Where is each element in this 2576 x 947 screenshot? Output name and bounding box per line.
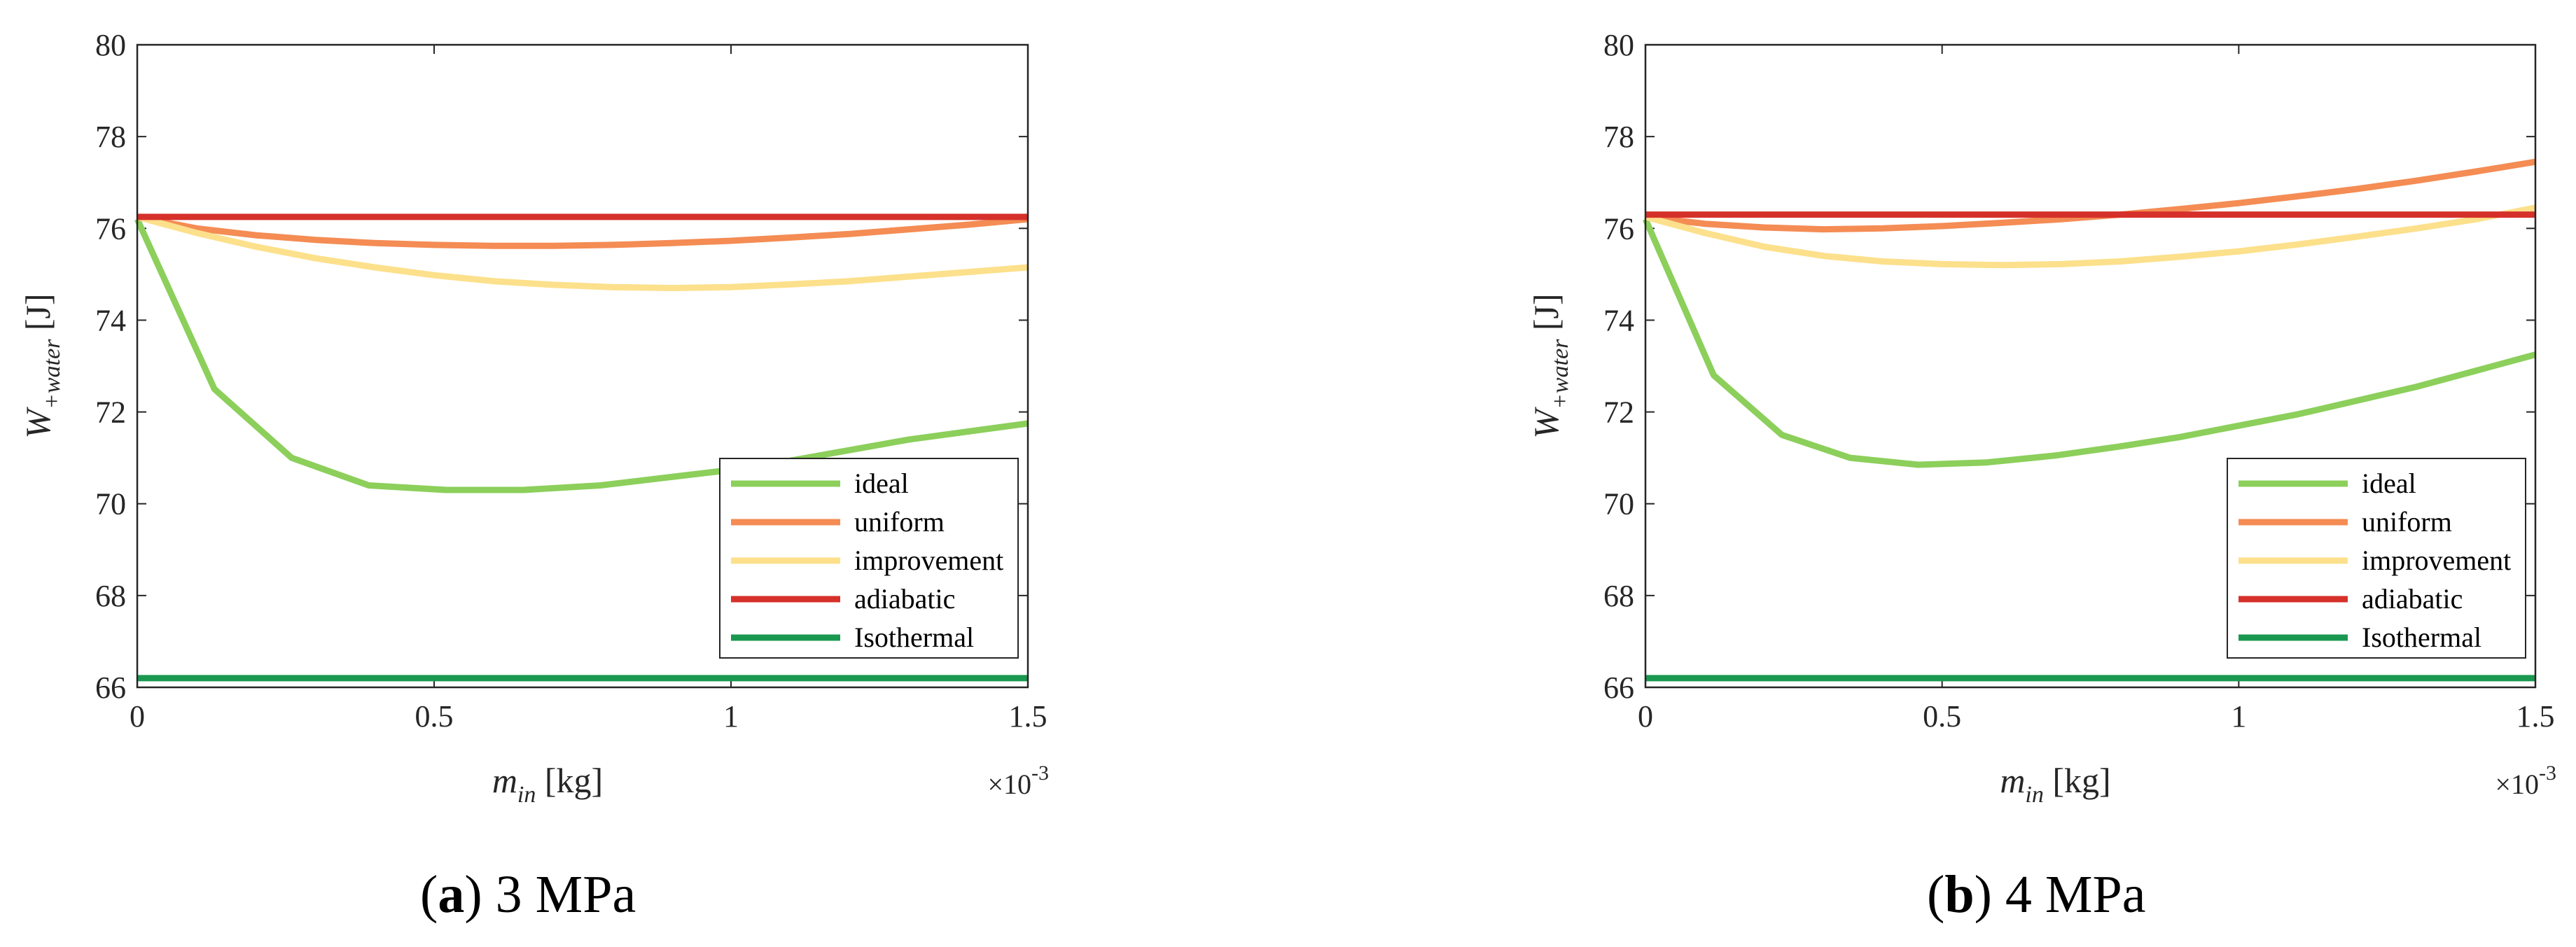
chart-b-ytick-label: 72 [1603,395,1634,430]
chart-b-x-multiplier-base: ×10 [2495,769,2539,800]
chart-b-series-improvement [1644,204,2536,269]
chart-b-xtick-label: 1.5 [2516,699,2555,734]
chart-a-ytick-label: 68 [95,579,126,613]
chart-a-legend-label-adiabatic: adiabatic [854,583,955,615]
caption-b-paren-open: ( [1927,865,1945,924]
chart-a-ylabel-sub: +water [39,339,65,409]
chart-a-ytick-label: 72 [95,395,126,430]
chart-a-ylabel-main: W [18,407,57,439]
chart-a-xtick-label: 1.5 [1009,699,1047,734]
caption-b-paren-close: ) [1974,865,1992,924]
chart-a-legend-label-improvement: improvement [854,545,1003,576]
chart-a-ytick-label: 78 [95,120,126,154]
chart-a-xtick-label: 0.5 [415,699,454,734]
chart-b-legend-label-isothermal: Isothermal [2362,622,2481,653]
chart-b-legend-label-improvement: improvement [2362,545,2511,576]
chart-b-ytick-label: 70 [1603,487,1634,521]
chart-b-ytick-label: 76 [1603,211,1634,246]
chart-a-ylabel: W+water [J] [18,293,65,438]
chart-panel-b: 66 68 70 72 74 76 78 80 0 0.5 1 1.5 ideal uniform impr… [1526,28,2556,808]
caption-b-text: 4 MPa [1991,865,2146,924]
chart-a-xlabel-unit: [kg] [536,761,603,800]
chart-a-series-ideal [134,218,1029,493]
chart-b-ylabel: W+water [J] [1526,293,1573,438]
caption-b-letter: b [1944,865,1975,924]
chart-a-ytick-label: 74 [95,303,126,337]
chart-a-legend-label-isothermal: Isothermal [854,622,974,653]
chart-b-ylabel-unit: [J] [1526,293,1566,339]
chart-a-xlabel-main: m [492,761,517,800]
chart-a-legend: ideal uniform improvement adiabatic Isotherm… [719,458,1019,659]
chart-a-xtick-label: 1 [723,699,739,734]
chart-a-legend-label-ideal: ideal [854,468,909,499]
chart-b-series-ideal [1642,218,2537,468]
chart-b-legend: ideal uniform improvement adiabatic Isotherm… [2227,458,2526,659]
chart-b-ylabel-sub: +water [1547,339,1573,409]
chart-b-ytick-label: 78 [1603,120,1634,154]
chart-b-axes-box [1644,43,2537,689]
chart-a-ytick-label: 70 [95,487,126,521]
chart-b-xtick-label: 0 [1638,699,1653,734]
chart-b-ytick-label: 68 [1603,579,1634,613]
chart-a-ytick-label: 66 [95,671,126,705]
caption-a: (a) 3 MPa [420,864,636,925]
chart-a-legend-label-uniform: uniform [854,506,945,538]
chart-a-ytick-label: 80 [95,28,126,62]
chart-b-xlabel-sub: in [2025,782,2043,808]
chart-b-x-multiplier: ×10-3 [2495,762,2556,800]
chart-b-x-multiplier-exp: -3 [2539,762,2556,785]
chart-b-legend-label-ideal: ideal [2362,468,2416,499]
chart-panel-a: 66 68 70 72 74 76 78 80 0 0.5 1 1.5 ideal uniform impr… [18,28,1049,808]
chart-b-ytick-label: 66 [1603,671,1634,705]
caption-a-paren-open: ( [420,865,438,924]
chart-b-legend-label-uniform: uniform [2362,506,2452,538]
chart-b-ylabel-main: W [1526,407,1566,439]
chart-b-xlabel: min [kg] [2000,761,2110,808]
chart-a-x-multiplier-exp: -3 [1031,762,1049,785]
chart-a-xtick-label: 0 [130,699,145,734]
chart-b-ytick-label: 74 [1603,303,1634,337]
chart-a-axes-box [136,43,1029,689]
chart-b-xlabel-main: m [2000,761,2025,800]
chart-a-xlabel-sub: in [517,782,536,808]
caption-a-paren-close: ) [464,865,482,924]
chart-b-xlabel-unit: [kg] [2044,761,2111,800]
chart-a-series-improvement [136,213,1029,291]
caption-a-text: 3 MPa [482,865,636,924]
chart-b-legend-label-adiabatic: adiabatic [2362,583,2463,615]
caption-a-letter: a [438,865,465,924]
chart-a-series-uniform [137,213,1029,249]
chart-b-xtick-label: 0.5 [1923,699,1961,734]
chart-a-x-multiplier: ×10-3 [987,762,1049,800]
chart-a-ytick-label: 76 [95,211,126,246]
chart-a-xlabel: min [kg] [492,761,603,808]
chart-a-x-multiplier-base: ×10 [987,769,1031,800]
chart-b-xtick-label: 1 [2231,699,2246,734]
caption-b: (b) 4 MPa [1927,864,2145,925]
chart-a-ylabel-unit: [J] [18,293,57,339]
chart-b-ytick-label: 80 [1603,28,1634,62]
